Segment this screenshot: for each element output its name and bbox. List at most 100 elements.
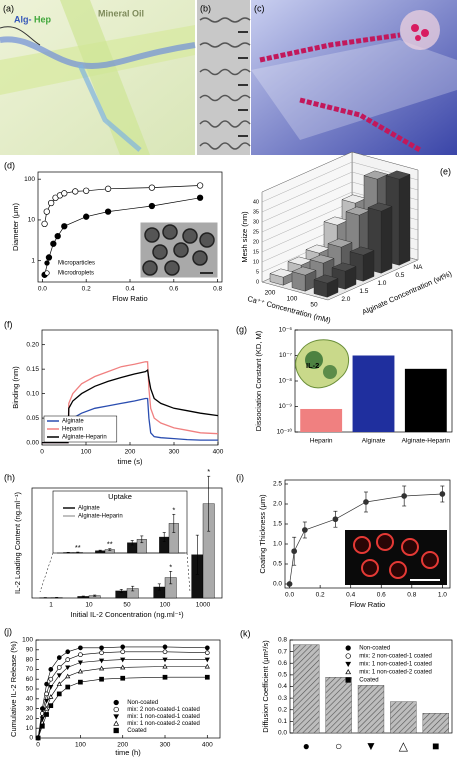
marker [162, 649, 168, 655]
legend-label: mix: 1 non-coated-2 coated [127, 721, 200, 727]
x-tick-label: ● [303, 739, 310, 753]
x-tick-label: 300 [160, 742, 171, 749]
marker [44, 698, 50, 704]
y-tick-label: 50 [26, 686, 34, 693]
marker [204, 657, 210, 663]
x-tick-label: 0 [36, 742, 40, 749]
z-tick-label: 10 [253, 259, 259, 265]
marker [162, 674, 168, 680]
particle-image [144, 227, 160, 243]
y-tick-label: 1.0 [273, 541, 282, 548]
legend-label: Alginate-Heparin [78, 514, 123, 520]
bar-top [363, 170, 389, 180]
depth-tick-label: 1.5 [359, 288, 368, 295]
y-tick-label: 10⁻⁷ [279, 352, 293, 359]
y-tick-label: 0.7 [278, 648, 287, 655]
panel-label: (j) [4, 626, 12, 636]
marker [65, 673, 71, 679]
significance-mark: * [169, 562, 172, 571]
y-tick-label: 10⁻¹⁰ [277, 428, 293, 436]
y-tick-label: 0.5 [278, 672, 287, 679]
x-tick-label: 200 [117, 742, 128, 749]
y-tick-label: 0.2 [278, 706, 287, 713]
marker [78, 652, 83, 658]
x-tick-label: 0.8 [407, 592, 416, 599]
bar-top [367, 202, 393, 212]
z-tick-label: 25 [253, 229, 259, 235]
bar [422, 713, 449, 734]
y-tick-label: 10⁻⁸ [279, 378, 293, 385]
inset-title: Uptake [108, 492, 132, 501]
protein-image [323, 365, 337, 379]
capsule-image [421, 551, 439, 569]
marker [439, 491, 446, 497]
marker [65, 684, 71, 690]
marker [401, 493, 408, 499]
y-tick-label: 70 [26, 666, 34, 673]
y-axis-label: Cumulative IL-2 Release (%) [9, 641, 18, 737]
marker [83, 213, 90, 220]
bar-side [363, 250, 375, 282]
y-axis-label: Diffusion Coefficient (μm²/s) [261, 640, 270, 733]
capsule-image [353, 536, 371, 554]
z-tick-label: 0 [256, 279, 259, 285]
x-tick-label: 50 [310, 302, 318, 309]
y-tick-label: 20 [26, 715, 34, 722]
inset-label: IL-2 [306, 361, 319, 370]
legend-marker [113, 727, 119, 734]
x-tick-label: Alginate [362, 438, 386, 445]
particle-image [142, 260, 158, 276]
x-tick-label: 100 [160, 602, 171, 609]
marker [48, 667, 54, 672]
y-tick-label: 100 [24, 176, 35, 183]
panel-label: (e) [440, 166, 451, 176]
marker [99, 650, 104, 656]
x-tick-label: 100 [81, 449, 92, 456]
x-axis-label: Flow Ratio [350, 600, 385, 609]
marker [56, 673, 62, 679]
marker [99, 645, 104, 651]
y-tick-label: 10⁻⁹ [279, 403, 293, 410]
image-text: Alg- [14, 14, 32, 24]
marker [204, 663, 210, 669]
y-tick-label: 1 [31, 257, 35, 264]
bar-side [399, 174, 411, 266]
x-tick-label: 300 [169, 449, 180, 456]
bar-top [327, 238, 353, 248]
marker [65, 657, 71, 662]
image-c [251, 0, 457, 155]
marker [148, 202, 156, 210]
marker [120, 644, 126, 650]
panel-label: (h) [4, 472, 15, 482]
image-a [0, 0, 196, 155]
significance-mark: * [207, 467, 210, 476]
capsule-image [389, 561, 407, 579]
marker [35, 735, 41, 741]
y-tick-label: 0.6 [278, 660, 287, 667]
z-tick-label: 5 [256, 269, 259, 275]
bar-top [291, 266, 317, 276]
legend-marker [44, 270, 50, 276]
legend-label: mix: 2 non-coated-1 coated [359, 654, 432, 660]
y-tick-label: 0.4 [278, 683, 287, 690]
x-axis-label: time (h) [115, 748, 141, 757]
panel-label: (c) [254, 3, 265, 13]
depth-tick-label: NA [413, 264, 423, 271]
marker [148, 184, 156, 191]
y-tick-label: 0.0 [278, 730, 287, 737]
bar-top [309, 254, 335, 264]
marker [204, 645, 210, 651]
legend-label: Heparin [62, 427, 83, 433]
legend-marker [345, 645, 351, 651]
y-tick-label: 2.0 [273, 501, 282, 508]
particle-image [164, 260, 180, 276]
marker [104, 185, 112, 192]
marker [56, 665, 62, 670]
particle-image [192, 250, 208, 266]
legend-label: Non-coated [359, 646, 390, 652]
image-b [197, 0, 251, 155]
marker [54, 233, 61, 240]
significance-mark: ** [107, 540, 113, 549]
y-tick-label: 0.10 [26, 390, 39, 397]
marker [204, 650, 210, 656]
